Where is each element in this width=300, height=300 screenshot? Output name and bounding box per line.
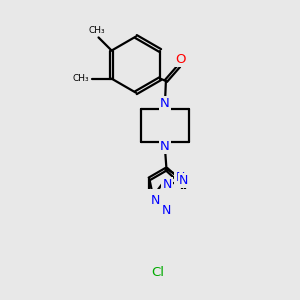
Text: Cl: Cl <box>152 266 165 279</box>
Text: N: N <box>160 140 170 153</box>
Text: N: N <box>178 174 188 187</box>
Text: N: N <box>151 194 160 207</box>
Text: O: O <box>176 53 186 66</box>
Text: CH₃: CH₃ <box>73 74 89 83</box>
Text: N: N <box>162 178 172 191</box>
Text: CH₃: CH₃ <box>88 26 105 34</box>
Text: N: N <box>176 171 185 184</box>
Text: N: N <box>160 97 170 110</box>
Text: N: N <box>162 204 172 217</box>
